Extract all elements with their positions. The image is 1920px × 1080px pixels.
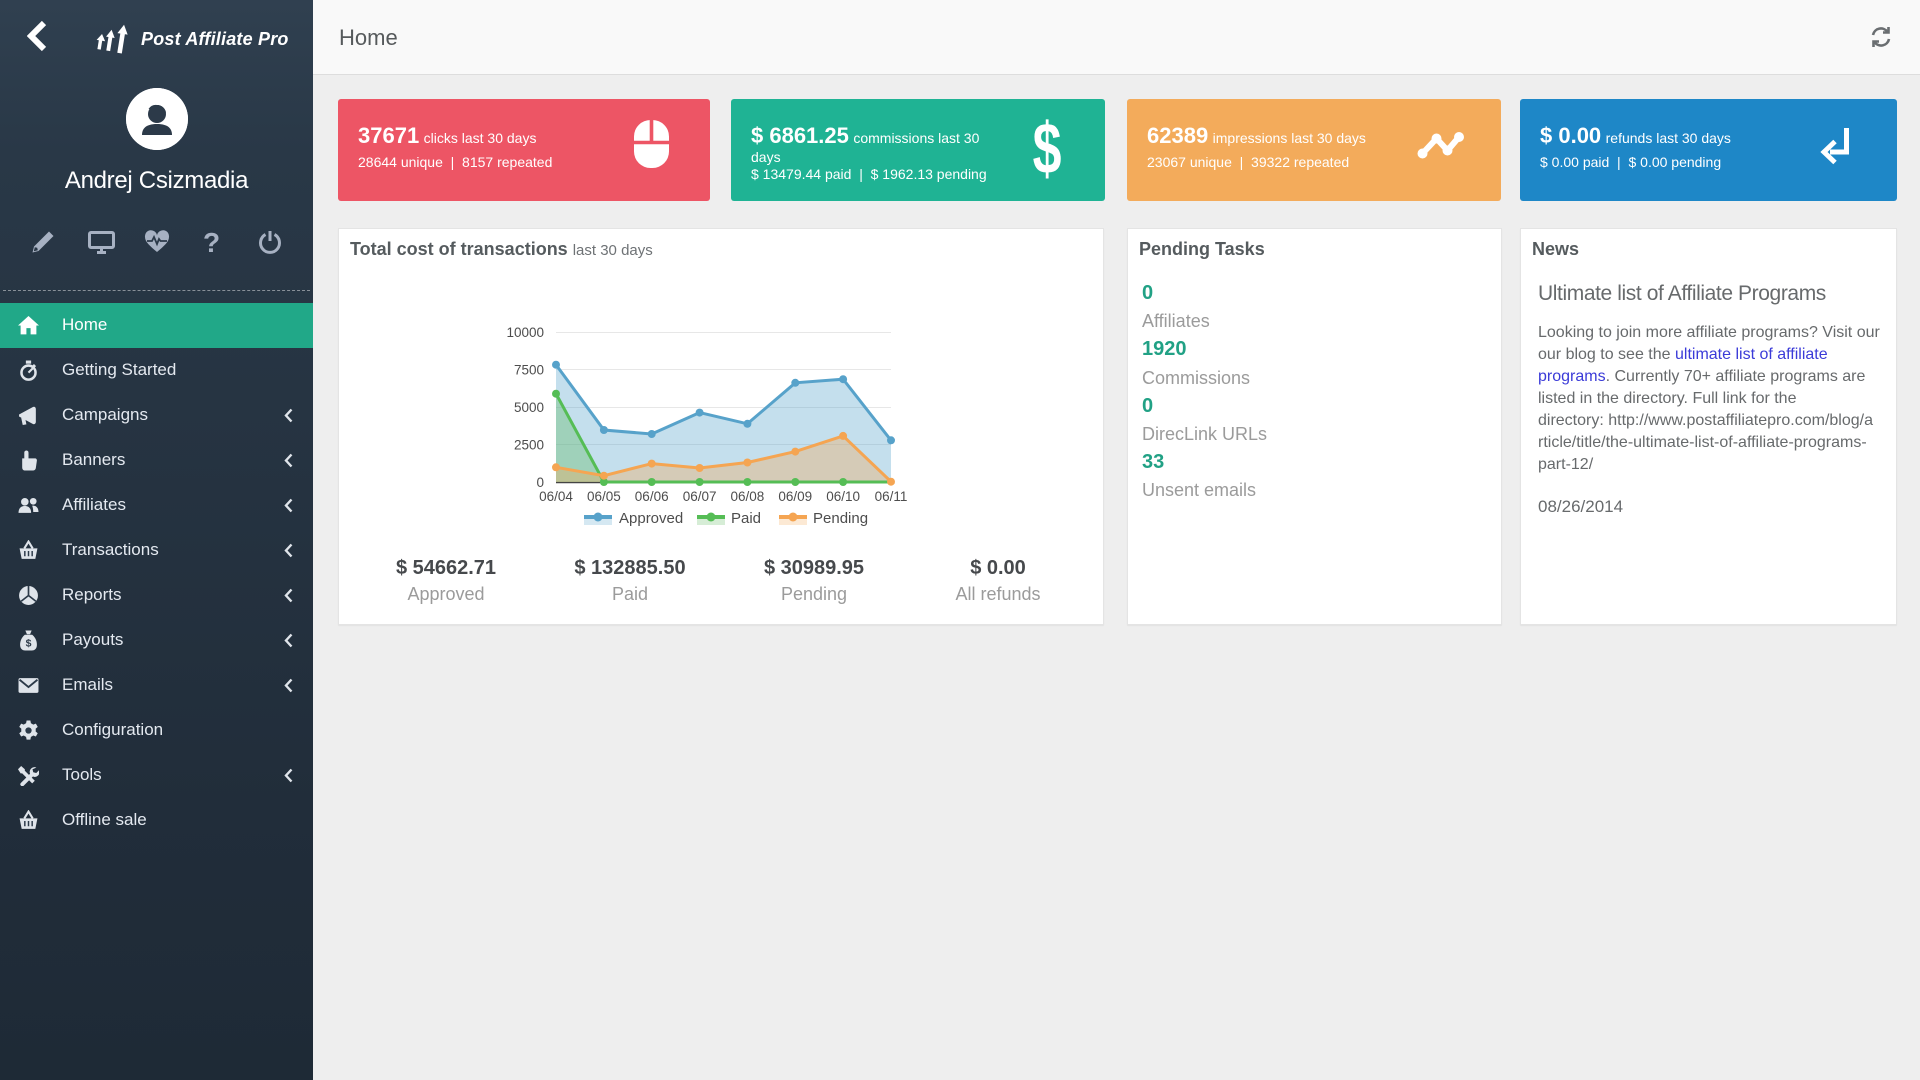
svg-text:06/09: 06/09 [778,489,812,504]
svg-text:Paid: Paid [731,510,761,527]
svg-text:7500: 7500 [514,363,544,378]
svg-text:06/08: 06/08 [731,489,765,504]
svg-text:06/07: 06/07 [683,489,717,504]
svg-text:Pending: Pending [813,510,868,527]
svg-text:$: $ [26,637,32,649]
svg-text:Approved: Approved [619,510,683,527]
svg-text:06/05: 06/05 [587,489,621,504]
svg-text:06/11: 06/11 [875,489,908,504]
svg-text:06/06: 06/06 [635,489,669,504]
svg-text:06/10: 06/10 [826,489,860,504]
svg-text:10000: 10000 [506,325,544,340]
svg-text:2500: 2500 [514,438,544,453]
svg-text:0: 0 [536,475,544,490]
svg-text:5000: 5000 [514,400,544,415]
svg-text:06/04: 06/04 [539,489,573,504]
